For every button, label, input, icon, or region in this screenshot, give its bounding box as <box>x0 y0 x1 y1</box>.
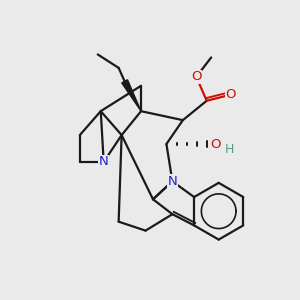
Text: N: N <box>167 175 177 188</box>
Polygon shape <box>122 80 141 111</box>
Text: O: O <box>210 137 220 151</box>
Text: N: N <box>99 155 109 168</box>
Text: O: O <box>225 88 236 101</box>
Text: H: H <box>224 143 234 156</box>
Text: O: O <box>191 70 202 83</box>
